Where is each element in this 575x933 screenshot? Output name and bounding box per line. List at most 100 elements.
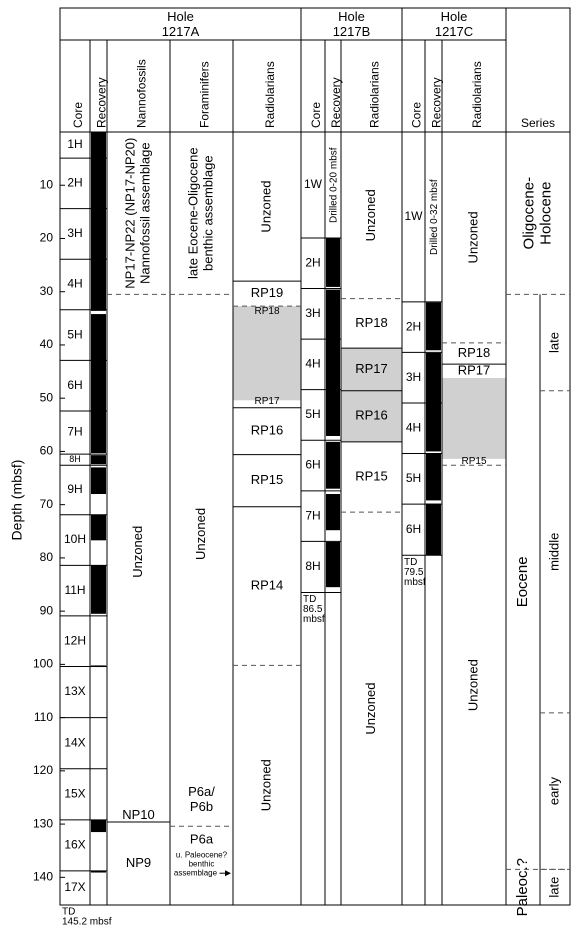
subepoch-label: late [546, 332, 561, 353]
depth-tick-label: 60 [40, 444, 54, 458]
epoch-label: Holocene [537, 181, 554, 244]
depth-tick-label: 130 [33, 816, 53, 830]
zone-label: RP16 [355, 408, 388, 423]
column-header: Core [410, 102, 424, 128]
recovered-interval [426, 503, 441, 556]
subepoch-label: middle [546, 533, 561, 571]
zone-label: Unzoned [130, 526, 145, 578]
zone-note: benthic [189, 859, 215, 868]
core-label: 8H [305, 559, 320, 573]
recovered-interval [91, 132, 106, 311]
core-label: 8H [69, 454, 81, 464]
core-label: 16X [64, 838, 85, 852]
depth-tick-label: 90 [40, 603, 54, 617]
core-label: 2H [305, 255, 320, 269]
recovered-interval [426, 352, 441, 452]
recovered-interval [91, 665, 106, 668]
column-header: Core [309, 102, 323, 128]
zone-label: RP15 [355, 468, 388, 483]
core-label: 13X [64, 684, 85, 698]
zone-label: RP16 [251, 423, 284, 438]
core-label: 9H [67, 482, 82, 496]
zone-note: u. Paleocene? [176, 850, 228, 859]
core-label: 5H [406, 471, 421, 485]
column-header: Foraminifers [198, 61, 212, 128]
core-label: 1H [67, 137, 82, 151]
depth-tick-label: 100 [33, 657, 53, 671]
depth-tick-label: 10 [40, 177, 54, 191]
zone-label: RP18 [458, 345, 491, 360]
depth-tick-label: 110 [34, 710, 53, 724]
hiatus-shading [442, 377, 506, 459]
recovered-interval [326, 441, 340, 489]
zone-label: NP9 [126, 855, 151, 870]
recovered-interval [91, 565, 106, 614]
zone-label: RP15 [251, 472, 284, 487]
total-depth: 86.5 [303, 604, 323, 615]
core-label: 4H [305, 357, 320, 371]
recovered-interval [91, 314, 106, 454]
core-label: 5H [67, 327, 82, 341]
core-label: 1W [405, 209, 424, 223]
core-label: 6H [67, 378, 82, 392]
zone-label: RP18 [355, 315, 388, 330]
recovered-interval [326, 238, 340, 287]
zone-label: Unzoned [465, 211, 480, 263]
core-label: 7H [305, 508, 320, 522]
epoch-label: Paleoc.? [514, 858, 531, 916]
depth-tick-label: 70 [40, 497, 54, 511]
zone-label: Unzoned [363, 189, 378, 241]
depth-tick-label: 80 [40, 550, 54, 564]
note-arrowhead [225, 870, 231, 877]
core-label: 2H [67, 176, 82, 190]
subepoch-label: early [546, 776, 561, 805]
recovered-interval [91, 467, 106, 495]
core-label: 6H [406, 522, 421, 536]
hole-name: Hole 1217A [161, 9, 200, 39]
epoch-label: Oligocene- [520, 177, 537, 250]
zone-label: Unzoned [465, 659, 480, 711]
depth-tick-label: 140 [33, 869, 53, 883]
core-label: 4H [67, 277, 82, 291]
column-header: Core [71, 102, 85, 128]
hole-name: Hole 1217C [434, 9, 474, 39]
total-depth: TD [303, 594, 316, 605]
recovered-interval [91, 514, 106, 541]
core-label: 11H [64, 583, 85, 597]
column-header: Radiolarians [263, 61, 277, 128]
core-label: 10H [64, 532, 86, 546]
subepoch-label: late [546, 877, 561, 898]
column-header: Recovery [95, 77, 109, 128]
depth-tick-label: 40 [40, 337, 54, 351]
zone-note: assemblage [174, 868, 218, 877]
hole-name: Hole 1217B [332, 9, 371, 39]
zone-label: P6a/ [188, 784, 215, 799]
core-label: 2H [406, 319, 421, 333]
core-label: 1W [304, 177, 323, 191]
zone-label: RP15 [461, 456, 486, 467]
core-label: 3H [406, 370, 421, 384]
recovered-interval [426, 453, 441, 501]
zone-label: late Eocene-Oligocene [185, 147, 200, 279]
zone-label: P6a [190, 832, 214, 847]
recovered-interval [326, 494, 340, 531]
core-label: 5H [305, 407, 320, 421]
total-depth: mbsf [404, 577, 426, 588]
zone-label: NP10 [122, 807, 155, 822]
frame [59, 7, 571, 906]
core-label: 4H [406, 420, 421, 434]
recovered-interval [326, 541, 340, 588]
core-label: 12H [64, 633, 86, 647]
depth-tick-label: 20 [40, 231, 54, 245]
drilled-note: Drilled 0-20 mbsf [329, 147, 340, 223]
total-depth: mbsf [303, 614, 325, 625]
zone-label: NP17-NP22 (NP17-NP20) [122, 138, 137, 289]
core-label: 6H [305, 458, 320, 472]
recovered-interval [426, 302, 441, 351]
core-label: 14X [64, 735, 85, 749]
depth-axis-label: Depth (mbsf) [9, 460, 25, 541]
column-header: Recovery [329, 77, 343, 128]
recovered-interval [326, 289, 340, 436]
column-header: Radiolarians [368, 61, 382, 128]
